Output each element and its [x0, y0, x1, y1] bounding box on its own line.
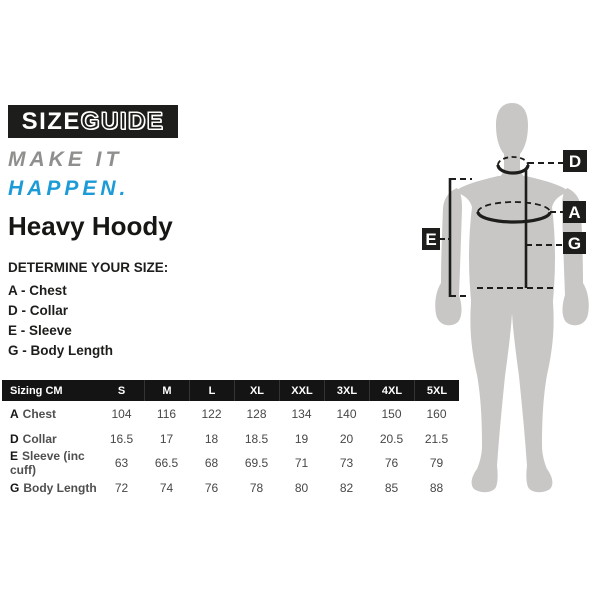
collar-label-box: [563, 150, 587, 172]
table-cell: 82: [339, 481, 354, 496]
table-row-collar: D Collar 16.5 17 18 18.5 19 20 20.5 21.5: [2, 427, 459, 452]
table-cell: 74: [159, 481, 174, 496]
table-cell: 150: [381, 407, 402, 422]
table-cell: 17: [159, 431, 174, 446]
table-cell: 71: [294, 456, 309, 471]
row-key: E: [10, 449, 19, 464]
size-table: Sizing CM S M L XL XXL 3XL 4XL 5XL A Ches…: [2, 380, 459, 500]
table-cell: 122: [201, 407, 222, 422]
column-header: 5XL: [414, 380, 459, 401]
body-length-label-box: [563, 232, 586, 254]
table-cell: 68: [204, 456, 219, 471]
table-cell: 73: [339, 456, 354, 471]
row-label: G Body Length: [10, 481, 97, 496]
row-key: D: [10, 431, 19, 446]
measurement-diagram: D A G E: [415, 95, 600, 505]
table-cell: 21.5: [424, 431, 449, 446]
table-cell: 69.5: [244, 456, 269, 471]
chest-ellipse-solid: [476, 211, 552, 224]
row-label: A Chest: [10, 407, 57, 422]
table-cell: 76: [384, 456, 399, 471]
table-cell: 80: [294, 481, 309, 496]
column-header: 3XL: [324, 380, 369, 401]
table-row-body-length: G Body Length 72 74 76 78 80 82 85 88: [2, 476, 459, 501]
unit-label: Sizing CM: [10, 384, 63, 397]
table-row-sleeve: E Sleeve (inc cuff) 63 66.5 68 69.5 71 73…: [2, 449, 459, 478]
table-cell: 128: [246, 407, 267, 422]
brand-logo: SIZE GUIDE: [8, 105, 178, 138]
table-cell: 85: [384, 481, 399, 496]
list-item: E - Sleeve: [8, 323, 72, 338]
measurement-key-list: A - Chest D - Collar E - Sleeve G - Body…: [8, 281, 113, 361]
collar-ellipse-dashed: [497, 156, 529, 166]
right-leg-shape: [512, 300, 554, 493]
row-label: D Collar: [10, 431, 57, 446]
chest-label-box: [563, 201, 586, 223]
table-cell: 140: [336, 407, 357, 422]
table-cell: 88: [429, 481, 444, 496]
table-cell: 20: [339, 431, 354, 446]
table-cell: 72: [114, 481, 129, 496]
left-leg-shape: [470, 300, 512, 493]
chest-marker-label: A: [568, 203, 580, 222]
determine-size-heading: DETERMINE YOUR SIZE:: [8, 260, 169, 275]
table-cell: 18.5: [244, 431, 269, 446]
list-item: D - Collar: [8, 303, 69, 318]
table-cell: 116: [156, 407, 177, 422]
table-header-row: Sizing CM S M L XL XXL 3XL 4XL 5XL: [2, 380, 459, 401]
tagline-line1: MAKE IT: [8, 148, 123, 171]
logo-text-size: SIZE: [21, 107, 81, 135]
table-cell: 104: [111, 407, 132, 422]
column-header: S: [117, 384, 126, 397]
tagline-line2: HAPPEN.: [8, 177, 130, 200]
table-row-chest: A Chest 104 116 122 128 134 140 150 160: [2, 402, 459, 427]
table-cell: 63: [114, 456, 129, 471]
table-cell: 66.5: [154, 456, 179, 471]
row-key: A: [10, 407, 19, 422]
table-cell: 20.5: [379, 431, 404, 446]
column-header: XL: [234, 380, 279, 401]
product-title: Heavy Hoody: [8, 211, 173, 241]
column-header: M: [144, 380, 189, 401]
table-cell: 19: [294, 431, 309, 446]
column-header: 4XL: [369, 380, 414, 401]
table-cell: 78: [249, 481, 264, 496]
row-label: E Sleeve (inc cuff): [10, 449, 85, 478]
sleeve-marker-label: E: [425, 230, 436, 249]
left-arm-shape: [435, 188, 462, 326]
table-cell: 16.5: [109, 431, 134, 446]
list-item: G - Body Length: [8, 343, 113, 358]
sleeve-label-box: [422, 228, 440, 250]
list-item: A - Chest: [8, 283, 67, 298]
table-cell: 76: [204, 481, 219, 496]
head-shape: [496, 103, 528, 178]
logo-text-guide: GUIDE: [80, 107, 165, 135]
table-cell: 79: [429, 456, 444, 471]
chest-ellipse-dashed: [477, 201, 551, 213]
row-key: G: [10, 481, 20, 496]
column-header: L: [189, 380, 234, 401]
body-length-marker-label: G: [568, 234, 581, 253]
column-header: XXL: [279, 380, 324, 401]
human-figure-svg: D A G E: [422, 103, 589, 493]
collar-marker-label: D: [569, 152, 581, 171]
table-cell: 160: [426, 407, 447, 422]
table-body: A Chest 104 116 122 128 134 140 150 160 D…: [2, 402, 459, 500]
table-cell: 134: [291, 407, 312, 422]
collar-ellipse-solid: [496, 164, 530, 175]
table-cell: 18: [204, 431, 219, 446]
torso-shape: [455, 176, 569, 310]
